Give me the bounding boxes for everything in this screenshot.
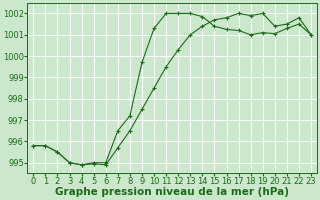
X-axis label: Graphe pression niveau de la mer (hPa): Graphe pression niveau de la mer (hPa) — [55, 187, 289, 197]
